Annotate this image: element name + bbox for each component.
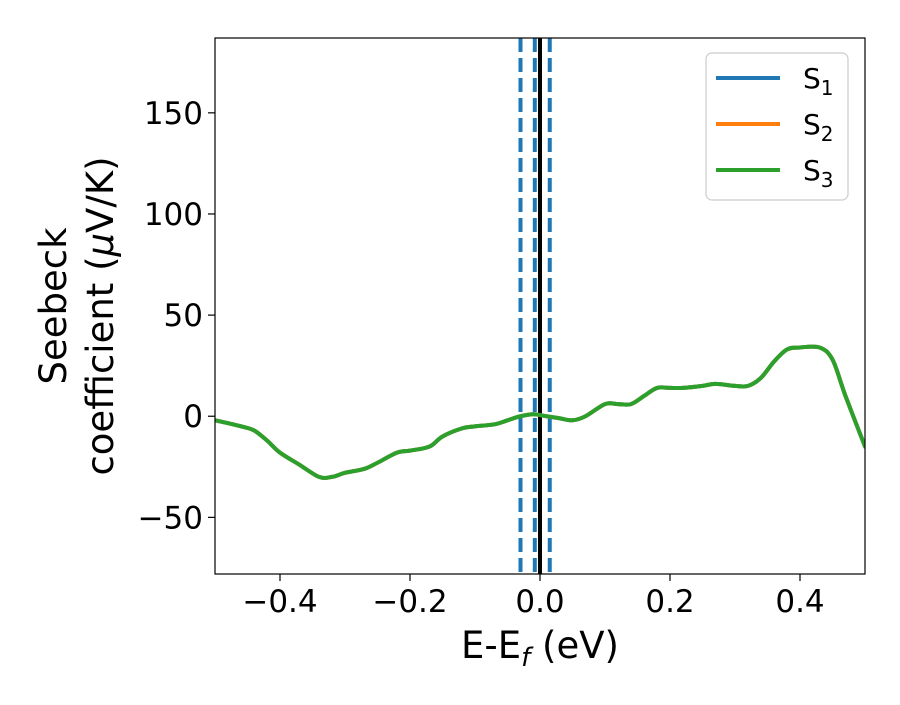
y-tick-label: 100 bbox=[144, 197, 203, 233]
x-tick-label: 0.0 bbox=[515, 584, 564, 620]
legend-label-3: S3 bbox=[803, 154, 834, 192]
series-line-3 bbox=[215, 344, 865, 480]
x-tick-label: 0.4 bbox=[775, 584, 824, 620]
x-axis-title-main: E-E bbox=[461, 624, 521, 667]
legend-label-main: S bbox=[803, 62, 821, 95]
y-axis-title-line2: coefficient (μV/K) bbox=[79, 156, 122, 475]
y-tick-label: −50 bbox=[138, 500, 203, 536]
y-tick-label: 150 bbox=[144, 96, 203, 132]
legend-label-sub: 3 bbox=[821, 168, 834, 192]
x-tick-label: −0.4 bbox=[242, 584, 317, 620]
legend-label-2: S2 bbox=[803, 108, 834, 146]
legend-label-main: S bbox=[803, 108, 821, 141]
y-tick-label: 0 bbox=[183, 399, 203, 435]
plot-area bbox=[215, 38, 865, 574]
legend-label-sub: 1 bbox=[821, 76, 834, 100]
x-axis-title-suffix: (eV) bbox=[530, 624, 619, 667]
legend-box bbox=[705, 52, 849, 201]
x-axis-title: E-Ef (eV) bbox=[461, 624, 619, 673]
x-tick-label: −0.2 bbox=[372, 584, 447, 620]
y-axis-title-line2-main: coefficient ( bbox=[79, 256, 122, 475]
legend-label-1: S1 bbox=[803, 62, 834, 100]
y-axis-title-line2-suffix: V/K) bbox=[79, 156, 122, 232]
legend-label-sub: 2 bbox=[821, 122, 834, 146]
legend-label-main: S bbox=[803, 154, 821, 187]
x-tick-label: 0.2 bbox=[645, 584, 694, 620]
y-tick-label: 50 bbox=[164, 298, 203, 334]
y-axis-title-line1: Seebeck bbox=[32, 227, 75, 385]
y-axis-title-line2-greek: μ bbox=[79, 233, 122, 258]
